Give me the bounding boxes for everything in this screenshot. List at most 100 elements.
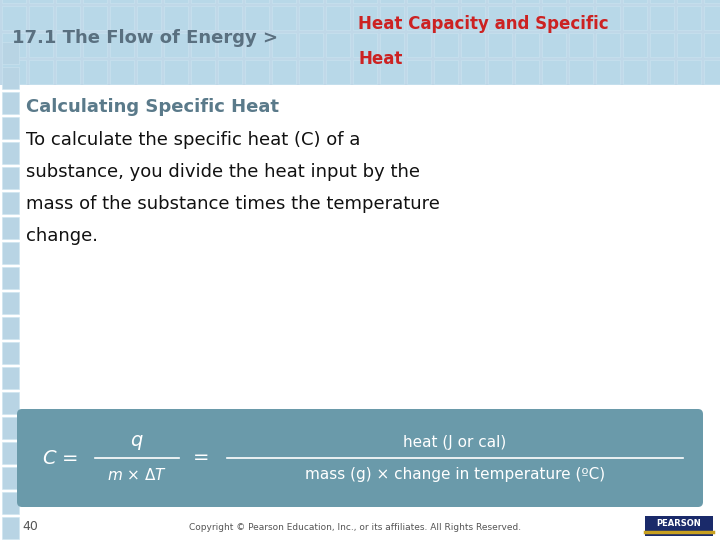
- Bar: [83, 59, 107, 84]
- Bar: [0, 0, 720, 85]
- Bar: [163, 59, 187, 84]
- Bar: [271, 5, 295, 30]
- Bar: [1, 516, 19, 538]
- Bar: [137, 59, 161, 84]
- Bar: [29, 59, 53, 84]
- Bar: [645, 516, 713, 536]
- Bar: [623, 0, 647, 3]
- Text: change.: change.: [26, 227, 98, 245]
- Bar: [433, 32, 457, 57]
- Bar: [677, 5, 701, 30]
- Bar: [595, 59, 619, 84]
- Bar: [245, 59, 269, 84]
- Text: heat (J or cal): heat (J or cal): [403, 435, 507, 449]
- Bar: [515, 0, 539, 3]
- Text: To calculate the specific heat (C) of a: To calculate the specific heat (C) of a: [26, 131, 361, 149]
- Bar: [595, 5, 619, 30]
- Bar: [1, 341, 19, 363]
- Bar: [1, 141, 19, 164]
- Bar: [569, 5, 593, 30]
- Bar: [109, 5, 133, 30]
- Bar: [541, 59, 565, 84]
- Bar: [515, 5, 539, 30]
- Bar: [163, 0, 187, 3]
- Bar: [0, 85, 720, 540]
- Bar: [1, 91, 19, 113]
- Bar: [677, 32, 701, 57]
- Bar: [217, 59, 241, 84]
- Bar: [353, 0, 377, 3]
- Bar: [623, 5, 647, 30]
- Bar: [461, 59, 485, 84]
- Bar: [487, 5, 511, 30]
- Bar: [1, 192, 19, 213]
- Bar: [1, 59, 25, 84]
- Text: substance, you divide the heat input by the: substance, you divide the heat input by …: [26, 163, 420, 181]
- Bar: [649, 5, 673, 30]
- Bar: [649, 0, 673, 3]
- Bar: [109, 0, 133, 3]
- Bar: [325, 5, 349, 30]
- Bar: [271, 0, 295, 3]
- Bar: [325, 0, 349, 3]
- Bar: [163, 5, 187, 30]
- Bar: [407, 59, 431, 84]
- Bar: [487, 59, 511, 84]
- Bar: [649, 32, 673, 57]
- Bar: [433, 59, 457, 84]
- Bar: [217, 0, 241, 3]
- Bar: [461, 0, 485, 3]
- Bar: [245, 0, 269, 3]
- Bar: [487, 32, 511, 57]
- Bar: [1, 491, 19, 514]
- Bar: [461, 32, 485, 57]
- Bar: [407, 0, 431, 3]
- Bar: [299, 5, 323, 30]
- Bar: [353, 5, 377, 30]
- Bar: [379, 59, 403, 84]
- Bar: [29, 5, 53, 30]
- Bar: [191, 59, 215, 84]
- Bar: [515, 59, 539, 84]
- Bar: [1, 241, 19, 264]
- Bar: [1, 66, 19, 89]
- Bar: [217, 5, 241, 30]
- Text: PEARSON: PEARSON: [657, 519, 701, 529]
- Bar: [299, 0, 323, 3]
- Bar: [541, 0, 565, 3]
- Text: $\it{C}$ =: $\it{C}$ =: [42, 449, 78, 468]
- Bar: [515, 32, 539, 57]
- Bar: [487, 0, 511, 3]
- Bar: [1, 316, 19, 339]
- Bar: [677, 59, 701, 84]
- Bar: [623, 32, 647, 57]
- Bar: [703, 32, 720, 57]
- Bar: [595, 0, 619, 3]
- Bar: [1, 292, 19, 314]
- Bar: [379, 5, 403, 30]
- Text: Heat Capacity and Specific: Heat Capacity and Specific: [358, 15, 608, 33]
- Bar: [83, 32, 107, 57]
- Bar: [55, 59, 79, 84]
- Bar: [1, 467, 19, 489]
- Bar: [649, 59, 673, 84]
- Bar: [299, 32, 323, 57]
- Bar: [379, 32, 403, 57]
- Bar: [245, 32, 269, 57]
- Bar: [109, 59, 133, 84]
- Bar: [407, 5, 431, 30]
- Bar: [29, 32, 53, 57]
- Bar: [29, 0, 53, 3]
- Bar: [217, 32, 241, 57]
- Bar: [1, 166, 19, 188]
- Bar: [55, 5, 79, 30]
- Bar: [55, 32, 79, 57]
- Bar: [271, 32, 295, 57]
- Text: Calculating Specific Heat: Calculating Specific Heat: [26, 98, 279, 116]
- Text: Copyright © Pearson Education, Inc., or its affiliates. All Rights Reserved.: Copyright © Pearson Education, Inc., or …: [189, 523, 521, 531]
- Bar: [109, 32, 133, 57]
- Bar: [703, 0, 720, 3]
- Bar: [1, 217, 19, 239]
- Bar: [163, 32, 187, 57]
- Bar: [1, 32, 25, 57]
